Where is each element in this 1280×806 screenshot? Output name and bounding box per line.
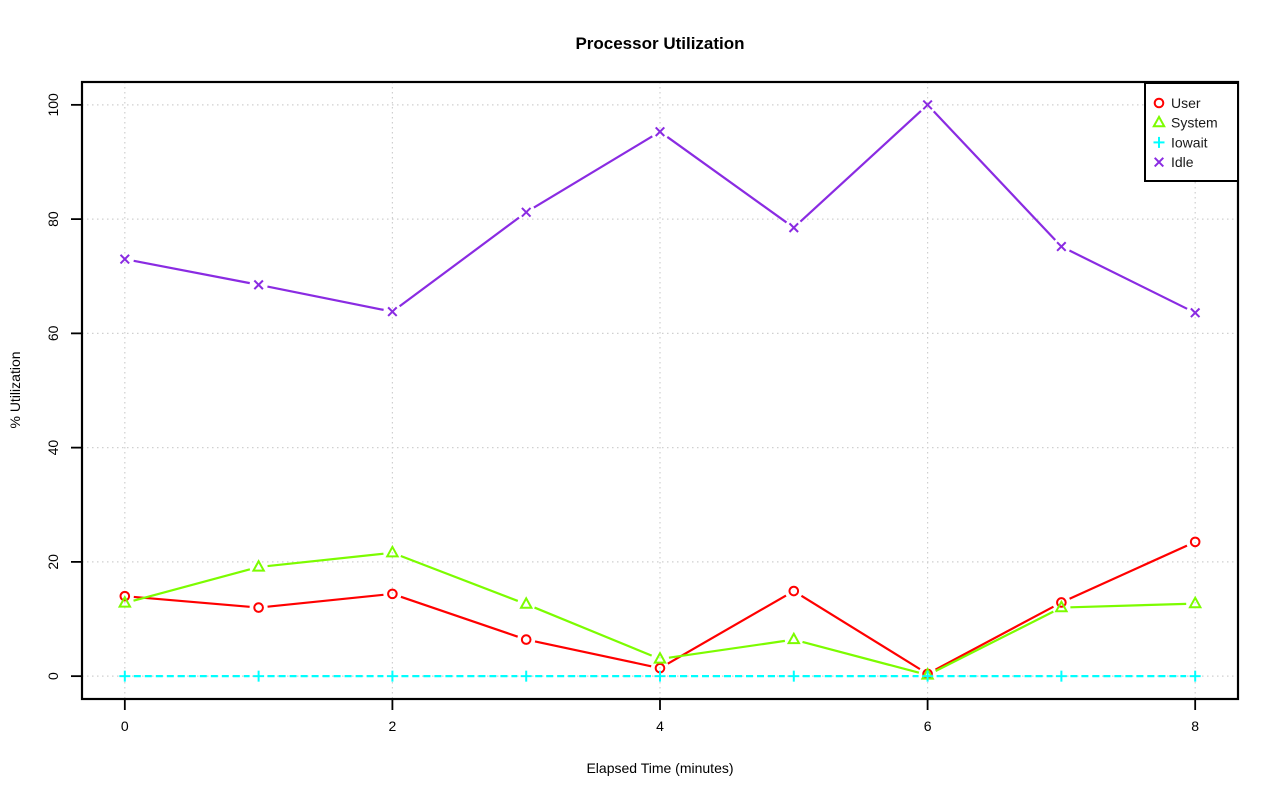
series-system-segment: [668, 639, 786, 659]
series-system-segment: [1070, 602, 1187, 609]
series-idle-segment: [932, 110, 1057, 241]
idle-marker-icon: [788, 222, 799, 233]
x-tick-label-4: 4: [656, 718, 664, 734]
series-user-segment: [800, 594, 921, 671]
x-tick-label-2: 2: [389, 718, 397, 734]
user-marker-icon: [119, 590, 131, 602]
idle-marker-icon: [387, 306, 398, 317]
legend-item-iowait: Iowait: [1153, 134, 1208, 150]
iowait-marker-icon: [520, 670, 532, 682]
y-tick-label-60: 60: [45, 325, 61, 341]
series-system-segment: [802, 640, 920, 674]
idle-marker-icon: [521, 207, 532, 218]
y-tick-label-100: 100: [45, 93, 61, 117]
system-marker-icon: [786, 631, 801, 645]
x-tick-label-8: 8: [1191, 718, 1199, 734]
iowait-marker-icon: [1189, 670, 1201, 682]
iowait-marker-icon: [788, 670, 800, 682]
plot-area: [80, 80, 1240, 701]
chart-title: Processor Utilization: [575, 34, 744, 53]
iowait-marker-icon: [1055, 670, 1067, 682]
user-marker-icon: [520, 634, 532, 645]
iowait-marker-icon: [119, 670, 131, 682]
y-axis-label: % Utilization: [7, 351, 23, 428]
idle-marker-icon: [1056, 241, 1067, 252]
idle-marker-icon: [922, 99, 933, 110]
x-tick-label-0: 0: [121, 718, 129, 734]
legend-user-marker-icon: [1153, 97, 1165, 109]
user-marker-icon: [788, 585, 800, 597]
data-series: [117, 99, 1203, 682]
series-system-segment: [400, 554, 519, 602]
x-tick-label-6: 6: [924, 718, 932, 734]
series-idle-segment: [133, 259, 250, 285]
user-marker-icon: [387, 588, 398, 600]
x-axis: 0 2 4 6 8: [121, 700, 1199, 734]
system-marker-icon: [653, 651, 667, 664]
series-idle: [119, 99, 1201, 318]
series-user-segment: [1069, 544, 1188, 600]
y-tick-label-40: 40: [45, 440, 61, 456]
series-idle-segment: [398, 216, 520, 308]
legend-system-marker-icon: [1152, 114, 1166, 128]
system-marker-icon: [385, 544, 400, 558]
series-user-segment: [400, 595, 519, 638]
series-user-segment: [133, 595, 250, 608]
series-system-segment: [267, 552, 384, 568]
system-marker-icon: [117, 595, 132, 608]
system-marker-icon: [251, 559, 266, 572]
iowait-marker-icon: [386, 670, 398, 682]
series-iowait: [119, 670, 1201, 682]
y-tick-label-80: 80: [45, 211, 61, 227]
legend-idle-marker-icon: [1153, 157, 1165, 168]
series-user-segment: [667, 594, 787, 665]
series-idle-segment: [533, 135, 653, 209]
series-idle-segment: [799, 110, 922, 223]
idle-marker-icon: [1190, 307, 1201, 318]
series-idle-segment: [267, 285, 384, 311]
legend-label-idle: Idle: [1171, 154, 1194, 170]
legend-item-idle: Idle: [1153, 154, 1194, 170]
series-user: [119, 536, 1201, 680]
legend-label-system: System: [1171, 115, 1218, 131]
legend-label-iowait: Iowait: [1171, 134, 1208, 150]
idle-marker-icon: [119, 254, 130, 265]
legend-iowait-marker-icon: [1153, 136, 1165, 148]
user-marker-icon: [253, 602, 264, 613]
iowait-marker-icon: [654, 670, 666, 682]
system-marker-icon: [519, 596, 534, 609]
series-user-segment: [267, 593, 384, 608]
idle-marker-icon: [253, 279, 264, 290]
series-idle-segment: [1068, 249, 1188, 310]
y-tick-label-0: 0: [45, 672, 61, 680]
idle-marker-icon: [654, 126, 666, 137]
system-marker-icon: [1188, 595, 1203, 609]
series-system-segment: [133, 568, 251, 602]
x-axis-label: Elapsed Time (minutes): [586, 760, 733, 776]
series-system-segment: [935, 610, 1054, 672]
legend: User System Iowait Idle: [1144, 82, 1239, 182]
y-axis: 0 20 40 60 80 100: [45, 93, 81, 680]
series-user-segment: [935, 605, 1054, 671]
user-marker-icon: [1189, 536, 1201, 548]
series-idle-segment: [666, 136, 788, 224]
legend-item-user: User: [1153, 95, 1201, 111]
series-user-segment: [534, 640, 652, 668]
iowait-marker-icon: [922, 670, 934, 682]
y-tick-label-20: 20: [45, 554, 61, 570]
iowait-marker-icon: [253, 670, 265, 682]
system-marker-icon: [1054, 599, 1069, 613]
series-system-segment: [534, 606, 653, 657]
legend-label-user: User: [1171, 95, 1201, 111]
legend-item-system: System: [1152, 114, 1218, 131]
user-marker-icon: [1056, 597, 1067, 608]
